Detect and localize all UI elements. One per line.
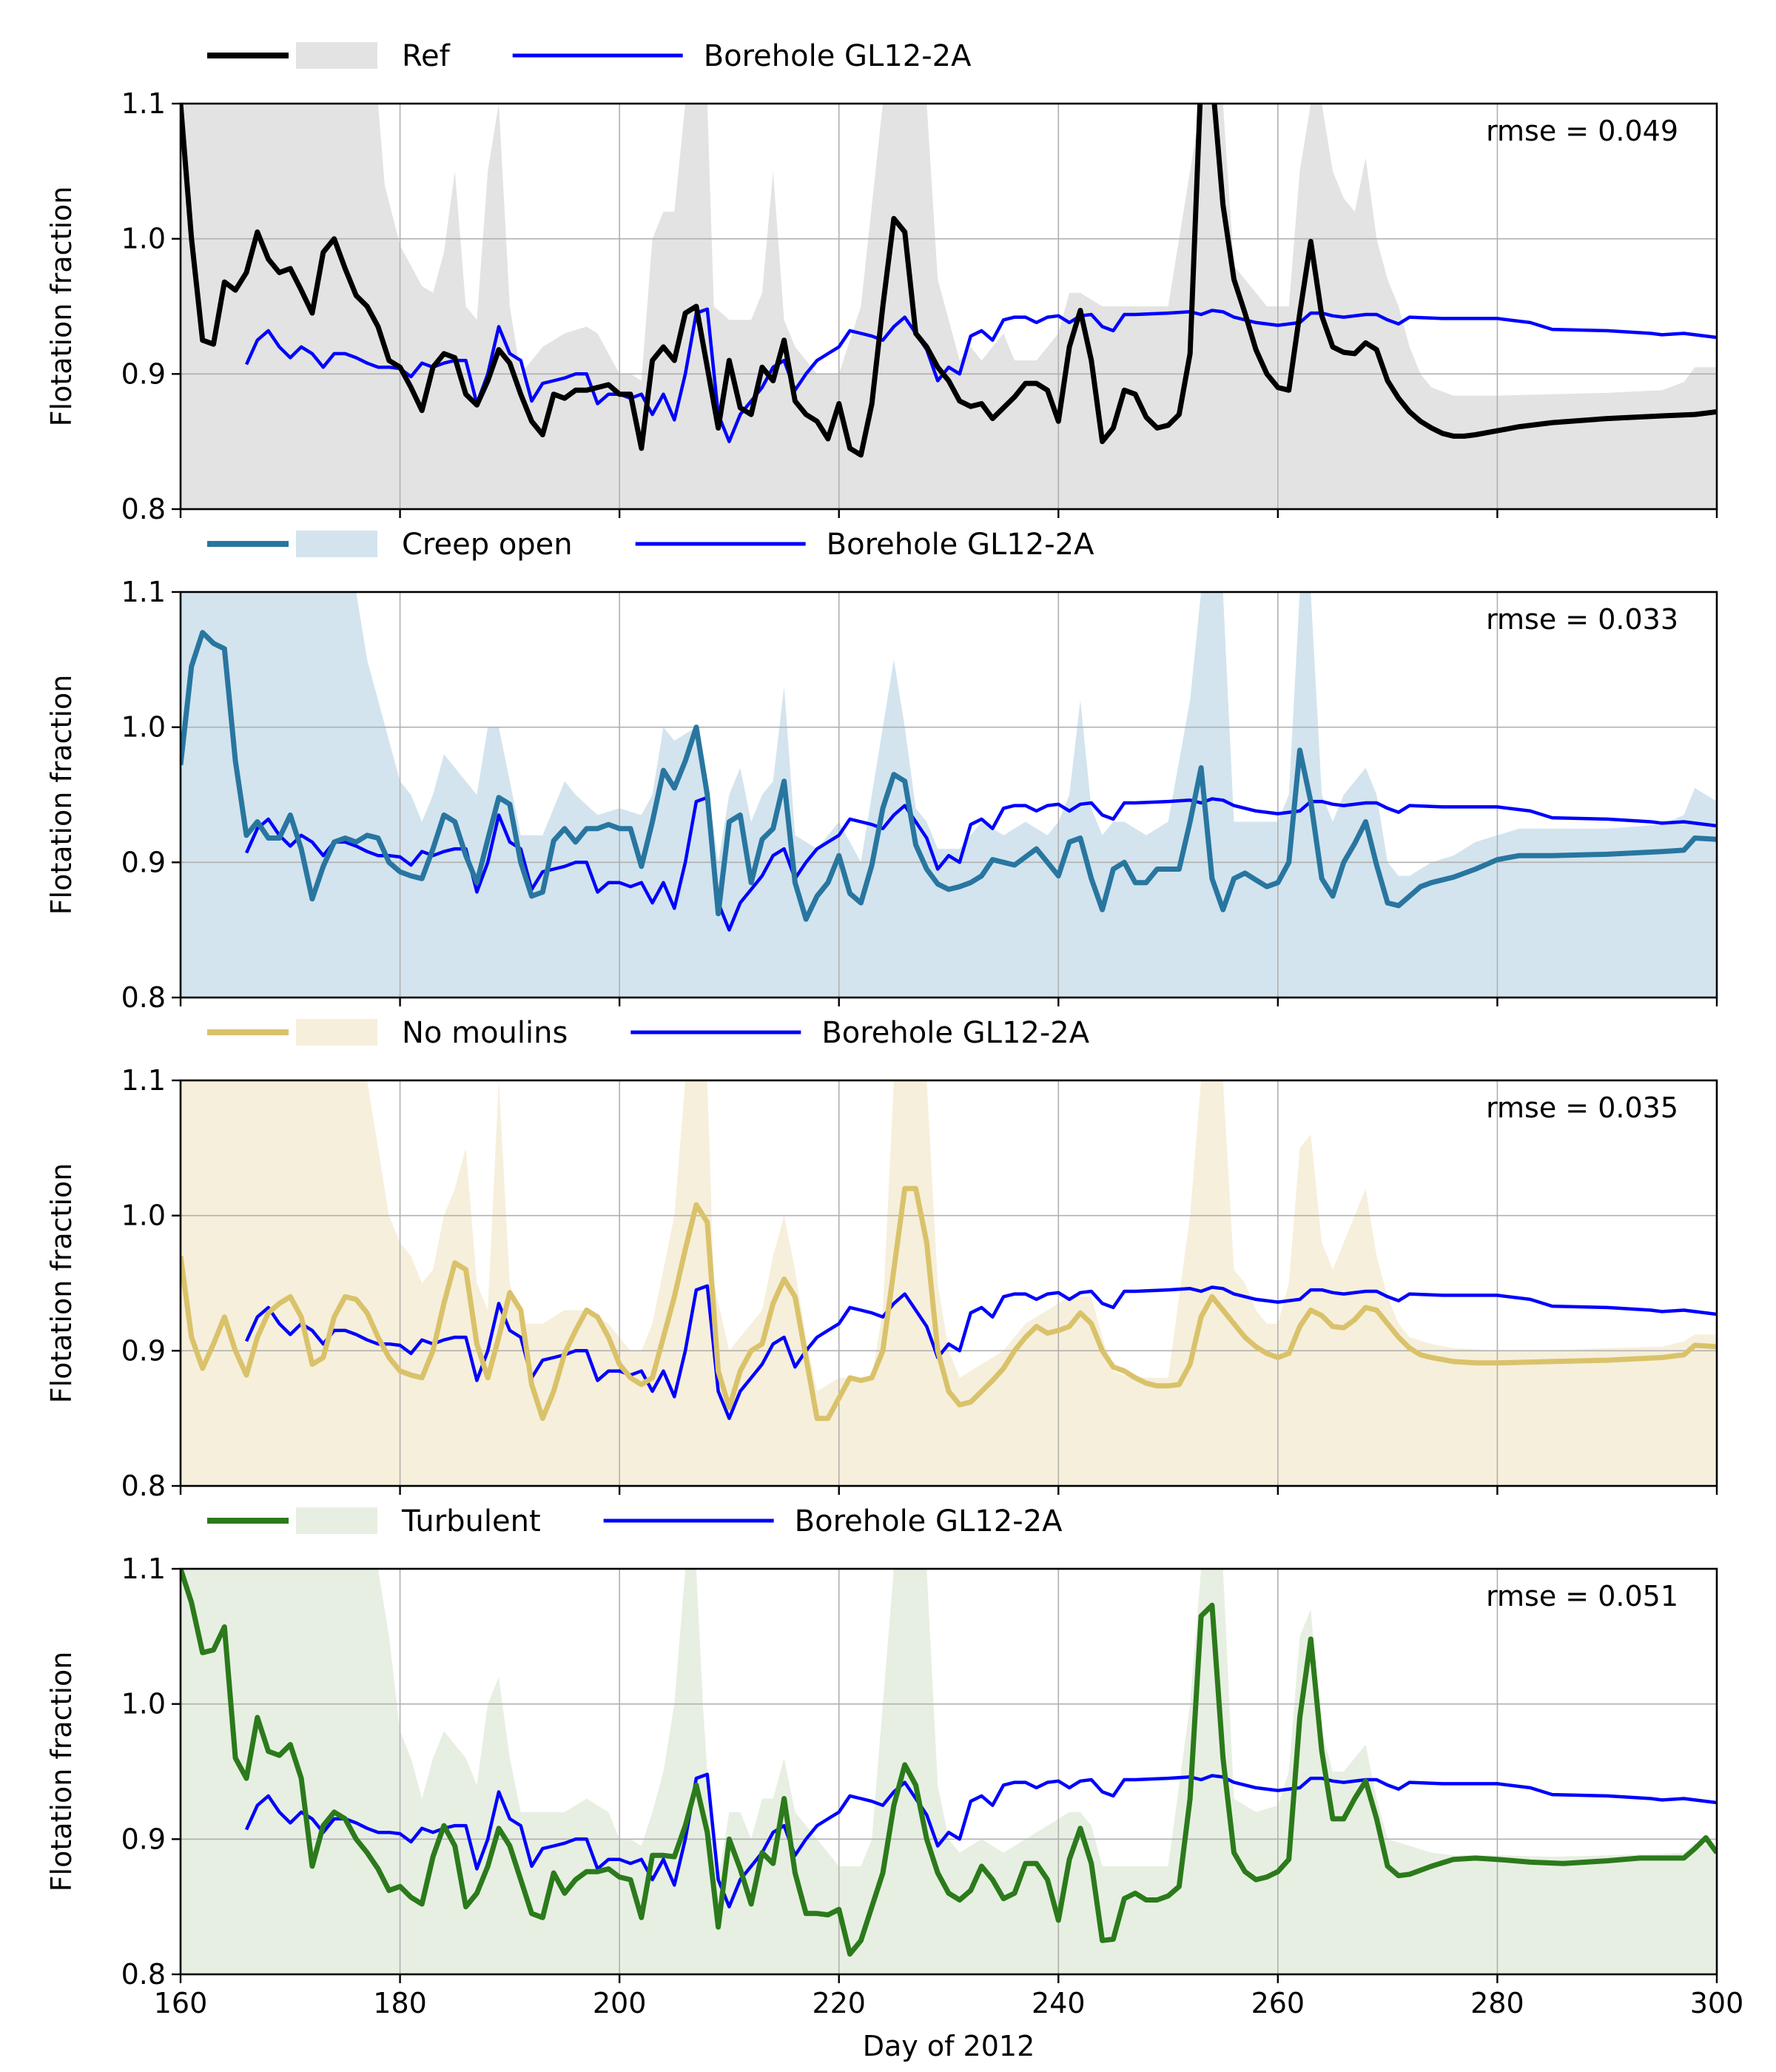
x-tick-label: 180 bbox=[373, 1987, 427, 2019]
legend-model-label: No moulins bbox=[402, 1016, 568, 1050]
y-tick-label: 0.8 bbox=[121, 981, 166, 1014]
y-tick-label: 0.8 bbox=[121, 1958, 166, 1991]
model-series-line bbox=[181, 1185, 1717, 1422]
rmse-annotation: rmse = 0.033 bbox=[1486, 603, 1678, 636]
legend-band-swatch bbox=[296, 1019, 377, 1046]
plot-area bbox=[181, 1080, 1717, 1486]
chart-panel-4: 0.8 0.9 1.0 1.1 Flotation fraction rmse = 0.0… bbox=[45, 1504, 1718, 1991]
x-axis-label: Day of 2012 bbox=[863, 2030, 1035, 2062]
x-tick-label: 300 bbox=[1690, 1987, 1744, 2019]
y-tick-label: 1.0 bbox=[121, 1688, 166, 1720]
y-tick-label: 0.9 bbox=[121, 357, 166, 390]
envelope-band bbox=[181, 1080, 1717, 1486]
rmse-annotation: rmse = 0.051 bbox=[1486, 1580, 1678, 1612]
model-series-line bbox=[181, 104, 1717, 458]
y-axis-label: Flotation fraction bbox=[45, 186, 78, 427]
y-tick-label: 1.0 bbox=[121, 711, 166, 744]
plot-area bbox=[181, 1569, 1717, 1974]
y-tick-label: 1.0 bbox=[121, 223, 166, 255]
legend-borehole-label: Borehole GL12-2A bbox=[827, 528, 1094, 562]
y-axis-label: Flotation fraction bbox=[45, 1652, 78, 1892]
axes-frame bbox=[179, 591, 1718, 999]
y-tick-label: 0.8 bbox=[121, 493, 166, 525]
rmse-annotation: rmse = 0.035 bbox=[1486, 1092, 1678, 1124]
plot-area bbox=[181, 104, 1717, 509]
legend: Creep open Borehole GL12-2A bbox=[207, 528, 1094, 562]
y-tick-label: 0.9 bbox=[121, 1823, 166, 1855]
model-series-line bbox=[181, 1569, 1717, 1957]
legend: No moulins Borehole GL12-2A bbox=[207, 1016, 1090, 1050]
chart-panel-3: 0.8 0.9 1.0 1.1 Flotation fraction rmse = 0.0… bbox=[45, 1016, 1718, 1502]
x-tick-label: 240 bbox=[1032, 1987, 1086, 2019]
legend-band-swatch bbox=[296, 42, 377, 69]
y-tick-label: 1.1 bbox=[121, 576, 166, 608]
legend-model-label: Ref bbox=[402, 39, 451, 73]
legend-borehole-label: Borehole GL12-2A bbox=[795, 1504, 1063, 1538]
x-tick-label: 220 bbox=[812, 1987, 866, 2019]
legend-band-swatch bbox=[296, 531, 377, 557]
x-tick-label: 200 bbox=[593, 1987, 647, 2019]
y-tick-label: 1.1 bbox=[121, 1064, 166, 1097]
borehole-series-line bbox=[244, 307, 1717, 443]
axes-frame bbox=[179, 1079, 1718, 1487]
y-axis-label: Flotation fraction bbox=[45, 675, 78, 915]
y-tick-label: 1.0 bbox=[121, 1200, 166, 1232]
rmse-annotation: rmse = 0.049 bbox=[1486, 115, 1678, 147]
legend-band-swatch bbox=[296, 1507, 377, 1534]
legend: Turbulent Borehole GL12-2A bbox=[207, 1504, 1063, 1538]
borehole-series-line bbox=[244, 1284, 1717, 1420]
legend: Ref Borehole GL12-2A bbox=[207, 39, 972, 73]
chart-panel-2: 0.8 0.9 1.0 1.1 Flotation fraction rmse = 0.0… bbox=[45, 528, 1718, 1014]
plot-area bbox=[181, 592, 1717, 998]
x-tick-label: 280 bbox=[1470, 1987, 1524, 2019]
y-axis-label: Flotation fraction bbox=[45, 1163, 78, 1404]
envelope-band bbox=[181, 592, 1717, 998]
model-series-line bbox=[181, 630, 1717, 922]
x-tick-label: 260 bbox=[1251, 1987, 1305, 2019]
x-tick-label: 160 bbox=[154, 1987, 208, 2019]
legend-borehole-label: Borehole GL12-2A bbox=[821, 1016, 1089, 1050]
y-tick-label: 0.8 bbox=[121, 1470, 166, 1502]
legend-model-label: Creep open bbox=[402, 528, 573, 562]
y-tick-label: 0.9 bbox=[121, 846, 166, 878]
legend-borehole-label: Borehole GL12-2A bbox=[704, 39, 972, 73]
y-tick-label: 1.1 bbox=[121, 87, 166, 120]
y-tick-label: 1.1 bbox=[121, 1553, 166, 1585]
y-tick-label: 0.9 bbox=[121, 1334, 166, 1367]
axes-frame bbox=[179, 1567, 1718, 1976]
envelope-band bbox=[181, 104, 1717, 509]
chart-panel-1: 0.8 0.9 1.0 1.1 Flotation fraction rmse = 0.0… bbox=[45, 39, 1718, 525]
legend-model-label: Turbulent bbox=[401, 1504, 541, 1538]
envelope-band bbox=[181, 1569, 1717, 1974]
axes-frame bbox=[179, 102, 1718, 511]
